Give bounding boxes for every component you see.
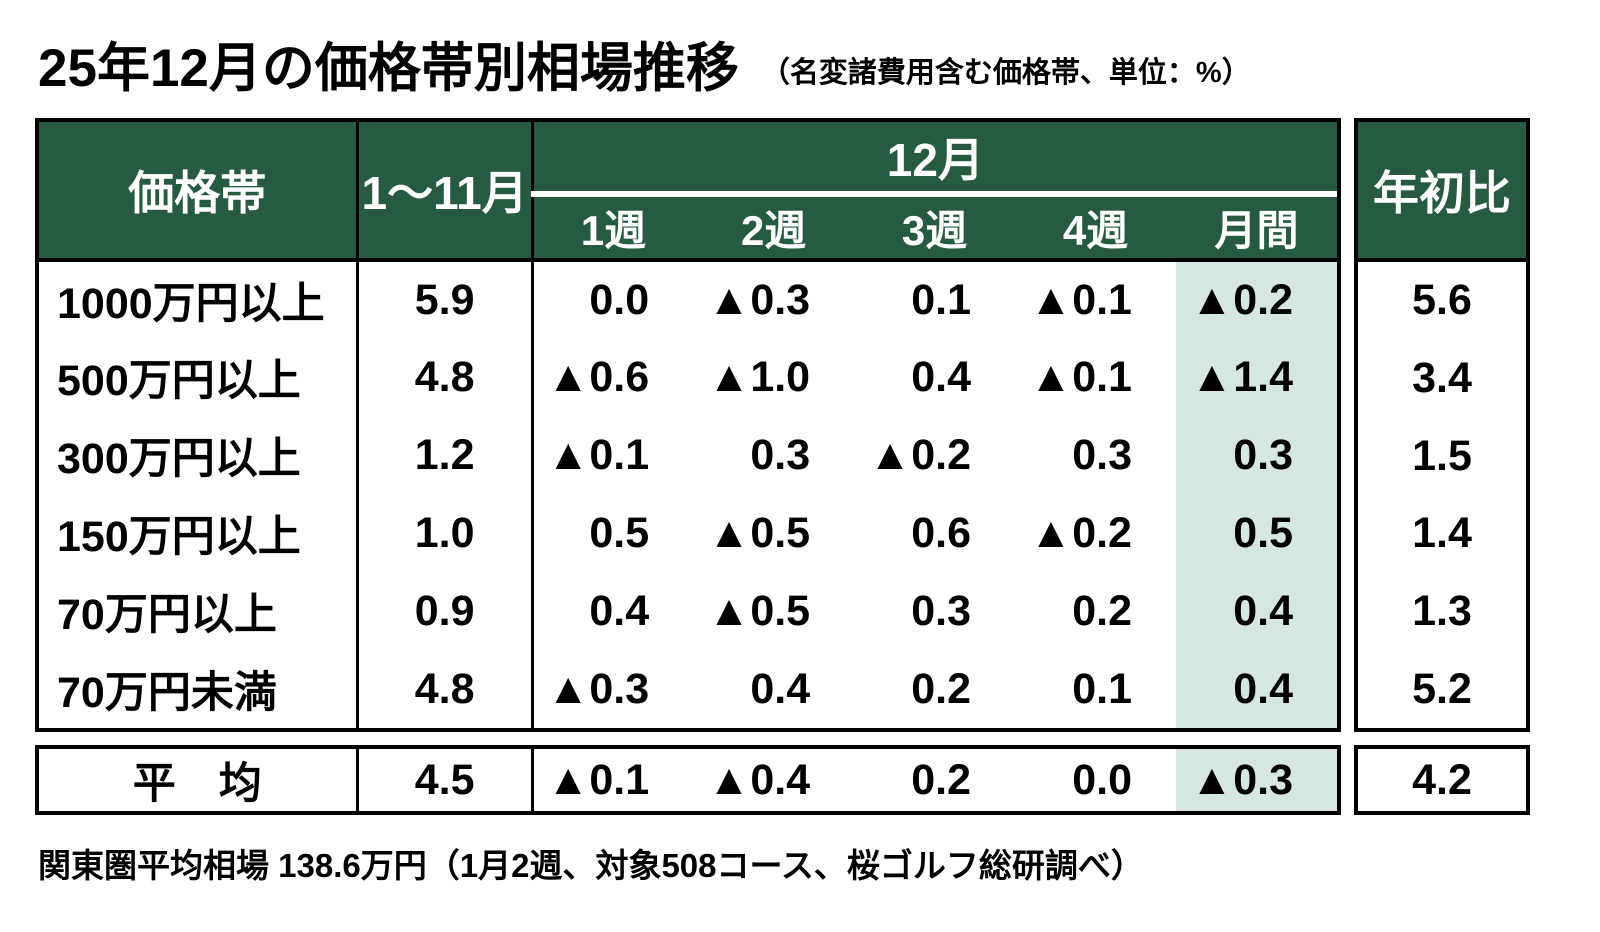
price-band-label: 70万円以上 [39, 572, 359, 650]
average-table: 平 均 4.5 ▲0.1 ▲0.4 0.2 0.0 ▲0.3 [39, 749, 1337, 811]
footnote: 関東圏平均相場 138.6万円（1月2週、対象508コース、桜ゴルフ総研調べ） [38, 847, 1144, 884]
col-header-jan-nov: 1～11月 [357, 122, 534, 262]
table-row: 500万円以上 4.8 ▲0.6 ▲1.0 0.4 ▲0.1 ▲1.4 [39, 338, 1337, 416]
page-title: 25年12月の価格帯別相場推移 [38, 39, 739, 98]
average-week4-value: 0.0 [1072, 755, 1132, 804]
month-total-value: ▲1.4 [1175, 338, 1337, 416]
col-header-price-band: 価格帯 [39, 122, 359, 262]
week1-value: 0.5 [589, 508, 650, 557]
ytd-value: 5.2 [1412, 664, 1472, 713]
jan-nov-value: 1.2 [357, 416, 534, 494]
price-band-label: 300万円以上 [39, 416, 359, 494]
jan-nov-value: 4.8 [357, 650, 534, 728]
week2-value: ▲0.5 [707, 508, 811, 557]
ytd-value: 3.4 [1412, 354, 1472, 402]
week1-value: 0.4 [589, 586, 650, 635]
main-table: 価格帯 1～11月 12月 1週 2週 3週 4週 月間 1000万円以上 [39, 122, 1337, 728]
main-table-body: 1000万円以上 5.9 0.0 ▲0.3 0.1 ▲0.1 ▲0.2 500万… [39, 260, 1337, 728]
col-header-ytd: 年初比 [1358, 122, 1526, 262]
week4-value: ▲0.2 [1029, 508, 1132, 557]
price-band-label: 70万円未満 [39, 650, 359, 728]
header-row-group: 価格帯 1～11月 12月 [39, 122, 1337, 262]
week2-value: ▲0.5 [707, 586, 811, 635]
price-band-label: 500万円以上 [39, 338, 359, 416]
main-table-header: 価格帯 1～11月 12月 1週 2週 3週 4週 月間 [39, 122, 1337, 262]
average-label: 平 均 [39, 749, 359, 811]
average-week1-value: ▲0.1 [546, 755, 650, 804]
week4-value: 0.3 [1072, 430, 1132, 479]
jan-nov-value: 4.8 [357, 338, 534, 416]
month-total-value: 0.3 [1175, 416, 1337, 494]
week4-value: 0.2 [1072, 586, 1132, 635]
title-unit-note: （名変諸費用含む価格帯、単位：%） [760, 57, 1251, 89]
week4-value: 0.1 [1072, 664, 1132, 713]
week1-value: ▲0.1 [546, 430, 650, 479]
col-header-week1: 1週 [532, 194, 694, 262]
average-month-total-value: ▲0.3 [1175, 749, 1337, 811]
week2-value: 0.3 [750, 430, 811, 479]
table-row: 150万円以上 1.0 0.5 ▲0.5 0.6 ▲0.2 0.5 [39, 494, 1337, 572]
average-ytd-value: 4.2 [1412, 755, 1472, 804]
col-header-week3: 3週 [854, 194, 1016, 262]
average-week3-value: 0.2 [911, 755, 972, 804]
col-header-december-group: 12月 [532, 122, 1337, 197]
average-ytd-block: 4.2 [1354, 745, 1530, 815]
month-total-value: 0.5 [1175, 494, 1337, 572]
price-band-label: 150万円以上 [39, 494, 359, 572]
title-row: 25年12月の価格帯別相場推移 （名変諸費用含む価格帯、単位：%） [0, 0, 1600, 102]
table-row: 300万円以上 1.2 ▲0.1 0.3 ▲0.2 0.3 0.3 [39, 416, 1337, 494]
average-row-block: 平 均 4.5 ▲0.1 ▲0.4 0.2 0.0 ▲0.3 [35, 745, 1341, 815]
average-week2-value: ▲0.4 [707, 755, 811, 804]
average-row: 平 均 4.5 ▲0.1 ▲0.4 0.2 0.0 ▲0.3 [39, 749, 1337, 811]
month-total-value: 0.4 [1175, 572, 1337, 650]
table-row: 70万円未満 4.8 ▲0.3 0.4 0.2 0.1 0.4 [39, 650, 1337, 728]
week2-value: ▲0.3 [707, 275, 811, 324]
ytd-value: 1.3 [1412, 587, 1472, 636]
jan-nov-value: 0.9 [357, 572, 534, 650]
col-header-week2: 2週 [693, 194, 855, 262]
header-row-weeks: 1週 2週 3週 4週 月間 [39, 194, 1337, 262]
week1-value: ▲0.6 [546, 352, 650, 401]
main-table-block: 価格帯 1～11月 12月 1週 2週 3週 4週 月間 1000万円以上 [35, 118, 1341, 732]
ytd-column-block: 年初比 5.6 3.4 1.5 1.4 1.3 5.2 [1354, 118, 1530, 732]
ytd-value: 1.4 [1412, 509, 1472, 558]
month-total-value: 0.4 [1175, 650, 1337, 728]
week3-value: 0.4 [911, 352, 972, 401]
week4-value: ▲0.1 [1029, 352, 1132, 401]
month-total-value: ▲0.2 [1175, 260, 1337, 338]
week2-value: ▲1.0 [707, 352, 811, 401]
col-header-week4: 4週 [1015, 194, 1176, 262]
week3-value: 0.3 [911, 586, 972, 635]
week3-value: 0.1 [911, 275, 972, 324]
week3-value: ▲0.2 [868, 430, 972, 479]
week1-value: ▲0.3 [546, 664, 650, 713]
table-row: 70万円以上 0.9 0.4 ▲0.5 0.3 0.2 0.4 [39, 572, 1337, 650]
ytd-value: 5.6 [1412, 276, 1472, 325]
table-row: 1000万円以上 5.9 0.0 ▲0.3 0.1 ▲0.1 ▲0.2 [39, 260, 1337, 338]
col-header-month: 月間 [1175, 194, 1337, 262]
week2-value: 0.4 [750, 664, 811, 713]
week1-value: 0.0 [589, 275, 650, 324]
ytd-value: 1.5 [1412, 431, 1472, 480]
jan-nov-value: 5.9 [357, 260, 534, 338]
week3-value: 0.2 [911, 664, 972, 713]
week4-value: ▲0.1 [1029, 275, 1132, 324]
week3-value: 0.6 [911, 508, 972, 557]
average-jan-nov-value: 4.5 [357, 749, 534, 811]
price-band-table: 価格帯 1～11月 12月 1週 2週 3週 4週 月間 1000万円以上 [35, 118, 1530, 815]
jan-nov-value: 1.0 [357, 494, 534, 572]
price-band-label: 1000万円以上 [39, 260, 359, 338]
